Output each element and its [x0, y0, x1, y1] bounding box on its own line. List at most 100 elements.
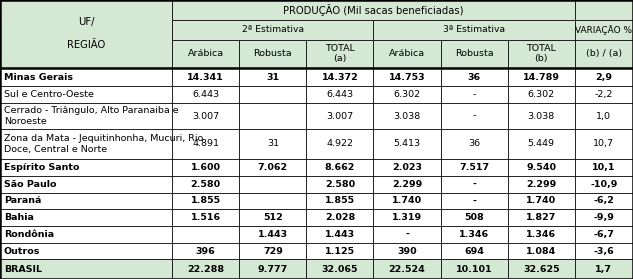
Bar: [373, 159, 441, 176]
Text: (b) / (a): (b) / (a): [586, 49, 622, 58]
Text: 3.038: 3.038: [393, 112, 421, 121]
Bar: [239, 129, 306, 159]
Text: 5.413: 5.413: [394, 140, 420, 148]
Bar: [575, 226, 633, 243]
Text: 2.028: 2.028: [325, 213, 355, 222]
Bar: [172, 209, 239, 226]
Text: 36: 36: [468, 140, 480, 148]
Text: 6.443: 6.443: [192, 90, 219, 99]
Bar: [306, 259, 373, 279]
Text: 2ª Estimativa: 2ª Estimativa: [242, 25, 304, 35]
Text: -: -: [472, 112, 476, 121]
Text: 31: 31: [266, 73, 279, 81]
Text: 22.524: 22.524: [389, 265, 425, 274]
Bar: [172, 129, 239, 159]
Text: 2.299: 2.299: [392, 180, 422, 189]
Text: 32.065: 32.065: [322, 265, 358, 274]
Bar: [441, 86, 508, 103]
Text: TOTAL
(b): TOTAL (b): [526, 44, 556, 63]
Text: 1.855: 1.855: [191, 196, 221, 205]
Bar: [575, 103, 633, 129]
Bar: [575, 259, 633, 279]
Text: Bahia: Bahia: [4, 213, 34, 222]
Bar: [441, 259, 508, 279]
Bar: [575, 176, 633, 193]
Text: Arábica: Arábica: [389, 49, 425, 58]
Bar: [575, 86, 633, 103]
Text: 1.443: 1.443: [258, 230, 288, 239]
Bar: [306, 243, 373, 259]
Text: 3.007: 3.007: [327, 112, 353, 121]
Bar: [508, 209, 575, 226]
Bar: [508, 68, 575, 86]
Text: 1.516: 1.516: [191, 213, 221, 222]
Text: 3ª Estimativa: 3ª Estimativa: [443, 25, 505, 35]
Text: 3.038: 3.038: [527, 112, 555, 121]
Bar: [441, 176, 508, 193]
Bar: [239, 259, 306, 279]
Text: 1.827: 1.827: [526, 213, 556, 222]
Bar: [239, 226, 306, 243]
Bar: [172, 159, 239, 176]
Text: VARIAÇÃO %: VARIAÇÃO %: [575, 25, 632, 35]
Text: TOTAL
(a): TOTAL (a): [325, 44, 355, 63]
Bar: [306, 68, 373, 86]
Text: 508: 508: [464, 213, 484, 222]
Bar: [373, 103, 441, 129]
Bar: [373, 259, 441, 279]
Text: São Paulo: São Paulo: [4, 180, 56, 189]
Bar: [239, 86, 306, 103]
Text: -: -: [472, 196, 476, 205]
Text: 390: 390: [397, 247, 417, 256]
Text: 2.023: 2.023: [392, 163, 422, 172]
Text: 1.319: 1.319: [392, 213, 422, 222]
Text: -6,2: -6,2: [594, 196, 614, 205]
Text: 32.625: 32.625: [523, 265, 560, 274]
Text: 14.372: 14.372: [322, 73, 358, 81]
Bar: [0, 129, 172, 159]
Bar: [575, 243, 633, 259]
Text: -2,2: -2,2: [594, 90, 613, 99]
Text: -6,7: -6,7: [594, 230, 614, 239]
Text: 6.302: 6.302: [528, 90, 555, 99]
Text: 9.777: 9.777: [258, 265, 288, 274]
Text: Minas Gerais: Minas Gerais: [4, 73, 73, 81]
Text: 22.288: 22.288: [187, 265, 224, 274]
Bar: [508, 259, 575, 279]
Text: Sul e Centro-Oeste: Sul e Centro-Oeste: [4, 90, 94, 99]
Bar: [373, 129, 441, 159]
Bar: [441, 129, 508, 159]
Bar: [373, 193, 441, 209]
Text: 31: 31: [266, 140, 279, 148]
Text: -: -: [472, 90, 476, 99]
Bar: [0, 86, 172, 103]
Text: 1.125: 1.125: [325, 247, 355, 256]
Bar: [239, 176, 306, 193]
Bar: [172, 103, 239, 129]
Bar: [508, 176, 575, 193]
Text: 396: 396: [196, 247, 216, 256]
Text: 36: 36: [468, 73, 480, 81]
Bar: [172, 68, 239, 86]
Text: -: -: [472, 180, 476, 189]
Bar: [172, 0, 575, 20]
Text: 10.101: 10.101: [456, 265, 492, 274]
Bar: [0, 159, 172, 176]
Text: 1.084: 1.084: [526, 247, 556, 256]
Bar: [508, 193, 575, 209]
Bar: [373, 86, 441, 103]
Text: 6.443: 6.443: [327, 90, 353, 99]
Text: 9.540: 9.540: [526, 163, 556, 172]
Bar: [441, 209, 508, 226]
Bar: [441, 243, 508, 259]
Bar: [508, 243, 575, 259]
Bar: [373, 226, 441, 243]
Bar: [575, 0, 633, 68]
Text: UF/

REGIÃO: UF/ REGIÃO: [67, 17, 105, 50]
Bar: [373, 209, 441, 226]
Bar: [0, 0, 172, 68]
Bar: [373, 243, 441, 259]
Bar: [239, 209, 306, 226]
Bar: [172, 40, 575, 68]
Text: Paraná: Paraná: [4, 196, 41, 205]
